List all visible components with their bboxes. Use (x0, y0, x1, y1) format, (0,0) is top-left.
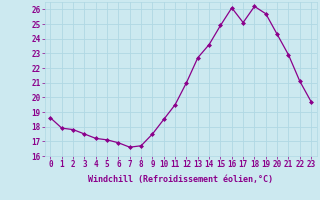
X-axis label: Windchill (Refroidissement éolien,°C): Windchill (Refroidissement éolien,°C) (88, 175, 273, 184)
